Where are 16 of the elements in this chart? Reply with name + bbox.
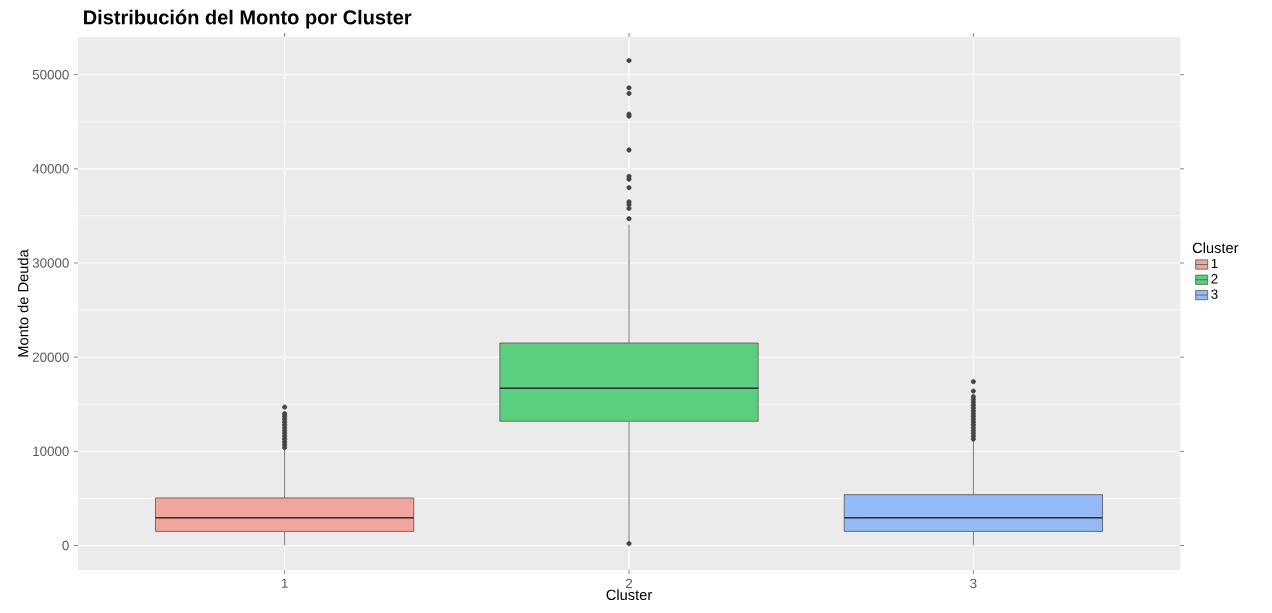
- chart-title: Distribución del Monto por Cluster: [84, 9, 412, 29]
- legend-label: 2: [1211, 274, 1218, 284]
- y-axis-title: Monto de Deuda: [17, 249, 29, 357]
- y-tick-label: 30000: [32, 258, 69, 268]
- x-tick-label: 3: [970, 578, 977, 589]
- y-tick-label: 20000: [32, 352, 69, 362]
- x-tick-label: 2: [625, 578, 633, 589]
- legend-title: Cluster: [1192, 242, 1239, 254]
- y-tick-label: 50000: [32, 69, 69, 80]
- legend-label: 3: [1211, 289, 1218, 299]
- y-tick-label: 40000: [32, 164, 69, 174]
- x-axis-title: Cluster: [606, 589, 652, 601]
- legend-label: 1: [1211, 258, 1218, 269]
- y-tick-label: 0: [62, 540, 69, 551]
- x-tick-label: 1: [281, 578, 288, 588]
- y-tick-label: 10000: [33, 446, 69, 457]
